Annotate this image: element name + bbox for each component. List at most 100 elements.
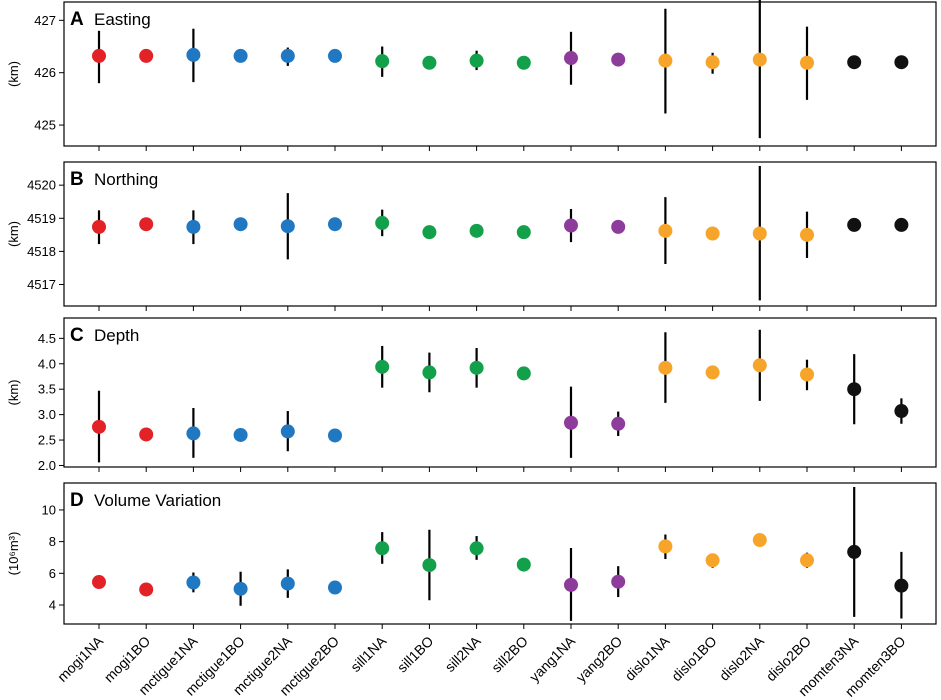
data-point-yang1NA	[564, 415, 578, 430]
data-point-momten3NA	[847, 55, 862, 70]
data-point-dislo2NA	[752, 358, 767, 373]
data-point-mctigue2BO	[328, 217, 342, 232]
panel-letter: D	[70, 490, 84, 511]
category-label-dislo2NA: dislo2NA	[716, 632, 767, 683]
y-tick-label: 4517	[27, 277, 56, 292]
y-axis-label: (km)	[6, 221, 21, 247]
panel-title: Northing	[94, 170, 158, 189]
data-point-mctigue1BO	[233, 427, 248, 442]
data-point-mctigue2NA	[280, 48, 295, 63]
data-point-sill1BO	[422, 225, 437, 240]
data-point-mctigue1NA	[186, 575, 201, 590]
data-point-sill2BO	[516, 225, 531, 240]
data-point-dislo2BO	[800, 227, 814, 242]
panel-frame	[63, 1, 937, 147]
panel-d: D Volume Variation 4 6 8 10 (10⁶m³)	[6, 482, 937, 629]
data-point-yang1NA	[564, 218, 578, 233]
data-point-mogi1NA	[92, 48, 106, 63]
category-label-sill2BO: sill2BO	[488, 633, 531, 676]
category-label-sill1NA: sill1NA	[347, 632, 390, 675]
panel-title: Volume Variation	[94, 491, 221, 510]
category-label-sill1BO: sill1BO	[394, 633, 437, 676]
data-point-mogi1BO	[139, 582, 154, 597]
category-label-dislo1NA: dislo1NA	[622, 632, 673, 683]
panel-frame	[63, 317, 937, 468]
category-label-yang1NA: yang1NA	[526, 632, 579, 685]
panel-b: B Northing 4517 4518 4519 4520 (km)	[6, 161, 937, 311]
y-tick-label: 8	[49, 534, 56, 549]
data-point-mogi1NA	[92, 575, 106, 590]
data-point-sill1BO	[422, 55, 437, 70]
y-tick-label: 4519	[27, 211, 56, 226]
data-point-momten3NA	[847, 544, 862, 559]
data-point-mogi1BO	[139, 427, 154, 442]
category-label-mogi1NA: mogi1NA	[54, 632, 106, 684]
panel-letter: B	[70, 169, 84, 190]
y-tick-label: 4.0	[38, 356, 56, 371]
data-point-mctigue1BO	[233, 48, 248, 63]
data-point-sill2NA	[469, 53, 484, 68]
data-point-dislo1BO	[705, 553, 720, 568]
data-point-dislo1NA	[658, 53, 673, 68]
y-tick-label: 425	[34, 118, 56, 133]
data-point-yang1NA	[564, 577, 578, 592]
data-point-yang2BO	[611, 574, 626, 589]
data-point-momten3BO	[894, 55, 909, 70]
data-point-mctigue2BO	[328, 48, 342, 63]
data-point-sill2NA	[469, 541, 484, 556]
y-tick-label: 10	[42, 502, 56, 517]
data-point-dislo2BO	[800, 55, 814, 70]
panel-letter: C	[70, 325, 84, 346]
category-label-sill2NA: sill2NA	[442, 632, 485, 675]
y-axis-label: (10⁶m³)	[6, 532, 21, 576]
x-category-labels: mogi1NAmogi1BOmctigue1NAmctigue1BOmctigu…	[54, 632, 909, 699]
data-point-dislo1BO	[705, 365, 720, 380]
data-point-sill1BO	[422, 365, 437, 380]
data-point-sill1NA	[375, 215, 390, 230]
y-tick-label: 2.0	[38, 458, 56, 473]
y-tick-label: 2.5	[38, 433, 56, 448]
data-point-mctigue1BO	[233, 581, 248, 596]
data-point-dislo2NA	[752, 226, 767, 241]
data-point-sill2NA	[469, 223, 484, 238]
y-tick-label: 4	[49, 597, 56, 612]
data-point-sill1NA	[375, 54, 390, 69]
category-label-dislo1BO: dislo1BO	[668, 633, 720, 685]
data-point-yang2BO	[611, 416, 626, 431]
data-point-dislo1BO	[705, 55, 720, 70]
data-point-sill2BO	[516, 366, 531, 381]
panel-frame	[63, 161, 937, 307]
data-point-sill2BO	[516, 55, 531, 70]
y-tick-label: 3.5	[38, 382, 56, 397]
data-point-yang1NA	[564, 51, 578, 66]
data-point-sill1NA	[375, 541, 390, 556]
data-point-dislo1BO	[705, 226, 720, 241]
data-point-sill2NA	[469, 360, 484, 375]
data-point-mctigue1NA	[186, 47, 201, 62]
data-point-dislo2BO	[800, 553, 814, 568]
y-tick-label: 4.5	[38, 331, 56, 346]
data-point-mogi1NA	[92, 419, 106, 434]
panel-frame	[63, 482, 937, 625]
y-tick-label: 427	[34, 13, 56, 28]
data-point-yang2BO	[611, 52, 626, 67]
data-point-sill1BO	[422, 558, 437, 573]
y-tick-label: 4518	[27, 244, 56, 259]
data-point-dislo2NA	[752, 52, 767, 67]
data-point-mctigue1NA	[186, 426, 201, 441]
panel-c: C Depth 2.0 2.5 3.0 3.5 4.0 4.5 (km)	[6, 317, 937, 473]
data-point-dislo1NA	[658, 223, 673, 238]
data-point-mctigue2NA	[280, 424, 295, 439]
data-point-mctigue2NA	[280, 576, 295, 591]
data-point-mogi1BO	[139, 48, 154, 63]
data-point-dislo1NA	[658, 539, 673, 554]
data-point-dislo2NA	[752, 533, 767, 548]
data-point-dislo2BO	[800, 367, 814, 382]
data-point-mogi1BO	[139, 217, 154, 232]
y-axis-label: (km)	[6, 61, 21, 87]
panel-title: Depth	[94, 326, 139, 345]
data-point-yang2BO	[611, 219, 626, 234]
y-tick-label: 4520	[27, 178, 56, 193]
data-point-momten3NA	[847, 382, 862, 397]
